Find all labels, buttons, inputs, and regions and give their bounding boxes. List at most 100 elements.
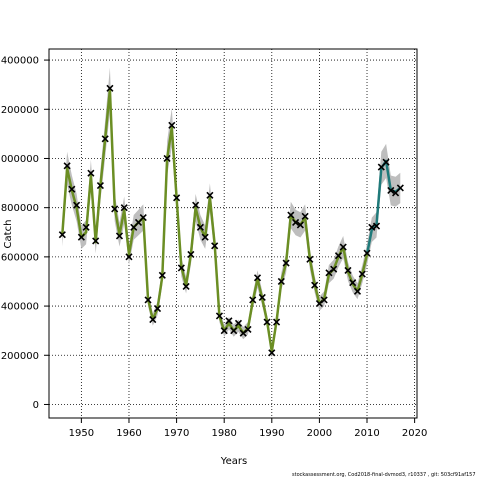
- observation-point: [225, 317, 233, 325]
- observation-point: [168, 121, 176, 129]
- x-tick-label: 1950: [69, 428, 94, 439]
- observation-point: [244, 325, 252, 334]
- observation-point: [173, 194, 181, 202]
- observation-point: [125, 253, 133, 261]
- observation-point: [334, 252, 343, 260]
- cross-stroke: [263, 318, 271, 326]
- cross-stroke: [96, 181, 104, 190]
- cross-stroke: [225, 317, 233, 325]
- cross-stroke: [173, 194, 181, 202]
- cross-stroke: [111, 205, 119, 213]
- cross-stroke: [358, 270, 366, 278]
- observation-point: [120, 204, 128, 212]
- cross-stroke: [139, 213, 147, 222]
- cross-stroke: [330, 265, 338, 273]
- estimate-line-early: [61, 88, 369, 353]
- x-tick-label: 2010: [354, 428, 379, 439]
- observation-point: [382, 158, 390, 166]
- cross-stroke: [344, 266, 352, 274]
- cross-stroke: [73, 201, 81, 209]
- cross-stroke: [168, 121, 176, 129]
- observation-point: [272, 318, 281, 326]
- cross-stroke: [282, 259, 290, 267]
- cross-stroke: [220, 327, 228, 335]
- cross-stroke: [253, 274, 262, 282]
- observation-point: [277, 277, 285, 286]
- observation-point: [201, 233, 209, 241]
- observation-point: [187, 250, 195, 258]
- cross-stroke: [287, 211, 295, 219]
- x-tick-label: 1960: [116, 428, 141, 439]
- cross-stroke: [306, 255, 314, 263]
- cross-stroke: [320, 296, 328, 304]
- cross-stroke: [196, 223, 204, 231]
- observation-point: [106, 84, 114, 92]
- cross-stroke: [77, 233, 85, 241]
- observation-point: [73, 201, 81, 209]
- cross-stroke: [92, 237, 100, 245]
- observation-point: [258, 293, 266, 302]
- observation-point: [96, 181, 104, 190]
- observation-point: [115, 232, 124, 240]
- cross-stroke: [292, 218, 300, 226]
- observation-point: [215, 312, 223, 320]
- cross-stroke: [68, 185, 76, 193]
- observation-point: [196, 223, 204, 231]
- cross-stroke: [249, 296, 257, 304]
- x-tick-label: 2000: [307, 428, 332, 439]
- observation-point: [301, 212, 309, 220]
- observation-point: [320, 296, 328, 304]
- cross-stroke: [396, 184, 404, 192]
- cross-stroke: [349, 279, 357, 287]
- y-axis-title: Catch: [3, 220, 14, 249]
- gridlines: [49, 49, 417, 418]
- observation-point: [82, 223, 90, 231]
- cross-stroke: [387, 186, 395, 195]
- cross-stroke: [149, 316, 157, 324]
- observation-point: [144, 296, 152, 304]
- cross-stroke: [153, 304, 162, 313]
- cross-stroke: [101, 135, 109, 143]
- y-tick-label: 200000: [1, 351, 39, 362]
- cross-stroke: [163, 154, 171, 163]
- cross-stroke: [206, 191, 214, 199]
- observation-point: [153, 304, 162, 313]
- cross-stroke: [215, 312, 223, 320]
- observation-point: [182, 282, 190, 290]
- observation-point: [211, 242, 219, 250]
- observation-point: [363, 249, 371, 257]
- cross-stroke: [187, 250, 195, 258]
- observation-point: [396, 184, 404, 192]
- x-tick-label: 2020: [402, 428, 427, 439]
- observation-point: [77, 233, 85, 241]
- cross-stroke: [144, 296, 152, 304]
- observation-point: [253, 274, 262, 282]
- observation-point: [306, 255, 314, 263]
- observation-point: [372, 222, 381, 230]
- cross-stroke: [120, 204, 128, 212]
- cross-stroke: [63, 162, 71, 170]
- cross-stroke: [258, 293, 266, 302]
- y-tick-label: 800000: [1, 203, 39, 214]
- x-tick-label: 1990: [259, 428, 284, 439]
- cross-stroke: [268, 349, 276, 357]
- x-tick-label: 1980: [211, 428, 236, 439]
- cross-stroke: [201, 233, 209, 241]
- cross-stroke: [87, 169, 95, 177]
- y-tick-label: 0: [33, 400, 39, 411]
- observation-point: [263, 318, 271, 326]
- observation-point: [220, 327, 228, 335]
- cross-stroke: [211, 242, 219, 250]
- cross-stroke: [244, 325, 252, 334]
- cross-stroke: [230, 327, 238, 335]
- cross-stroke: [58, 231, 66, 239]
- observation-point: [58, 231, 66, 239]
- x-axis-title: Years: [220, 456, 247, 467]
- observation-point: [292, 218, 300, 226]
- observation-point: [139, 213, 147, 222]
- cross-stroke: [339, 243, 347, 251]
- plot-frame: [48, 48, 418, 419]
- observation-point: [349, 279, 357, 287]
- cross-stroke: [177, 264, 185, 272]
